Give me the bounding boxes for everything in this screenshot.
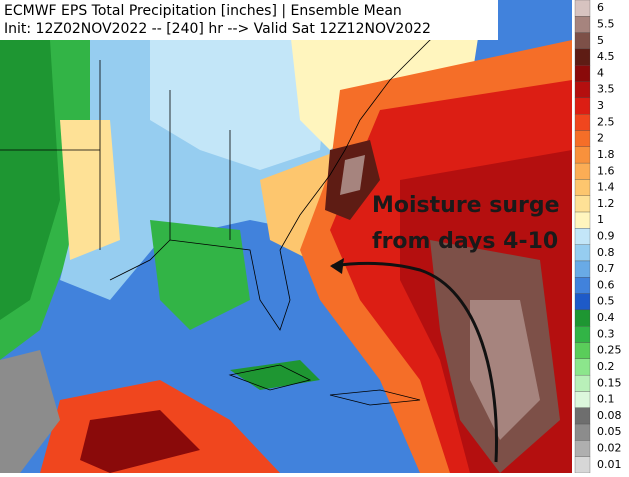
legend-label: 3.5 — [597, 83, 615, 96]
legend-swatch — [574, 326, 591, 343]
legend-label: 0.7 — [597, 262, 615, 275]
legend-swatch — [574, 277, 591, 294]
legend-swatch — [574, 342, 591, 359]
legend-swatch — [574, 391, 591, 408]
legend-label: 0.1 — [597, 393, 615, 406]
annotation-arrow — [331, 261, 498, 463]
legend-label: 2.5 — [597, 115, 615, 128]
legend-label: 1.4 — [597, 181, 615, 194]
legend-label: 0.8 — [597, 246, 615, 259]
legend-swatch — [574, 0, 591, 17]
legend-swatch — [574, 456, 591, 474]
legend-swatch — [574, 32, 591, 50]
legend-label: 4 — [597, 66, 604, 79]
legend-label: 5 — [597, 34, 604, 47]
legend-label: 1.6 — [597, 164, 615, 177]
legend-label: 0.01 — [597, 458, 622, 471]
legend-swatch — [574, 97, 591, 115]
annotation-text: Moisture surge — [372, 193, 560, 218]
legend-label: 6 — [597, 1, 604, 14]
annotation-text: from days 4-10 — [372, 229, 558, 254]
legend-label: 0.25 — [597, 344, 622, 357]
legend-label: 0.15 — [597, 376, 622, 389]
legend-swatch — [574, 65, 591, 82]
legend-label: 0.3 — [597, 327, 615, 340]
color-legend: 6 5.5 5 4.5 4 3.5 3 2.5 2 1.8 1.6 1.4 1.2 1 0.9 0.8 0.7 0… — [574, 0, 622, 474]
legend-label: 0.4 — [597, 311, 615, 324]
map-title: ECMWF EPS Total Precipitation [inches] |… — [4, 3, 402, 19]
legend-label: 1.2 — [597, 197, 615, 210]
legend-swatch — [574, 440, 591, 457]
legend-swatch — [574, 179, 591, 196]
legend-label: 5.5 — [597, 17, 615, 30]
legend-swatch — [574, 358, 591, 376]
legend-swatch — [574, 48, 591, 66]
legend-swatch — [574, 146, 591, 164]
legend-swatch — [574, 211, 591, 229]
legend-swatch — [574, 309, 591, 327]
legend-swatch — [574, 195, 591, 213]
legend-swatch — [574, 81, 591, 99]
coastlines — [0, 19, 481, 406]
legend-label: 1 — [597, 213, 604, 226]
legend-swatch — [574, 114, 591, 131]
legend-label: 0.05 — [597, 425, 622, 438]
legend-label: 0.08 — [597, 409, 622, 422]
legend-label: 0.02 — [597, 442, 622, 455]
legend-swatch — [574, 16, 591, 33]
legend-swatch — [574, 407, 591, 425]
legend-swatch — [574, 423, 591, 441]
legend-swatch — [574, 260, 591, 278]
legend-label: 0.5 — [597, 295, 615, 308]
legend-swatch — [574, 228, 591, 245]
map-subtitle: Init: 12Z02NOV2022 -- [240] hr --> Valid… — [4, 21, 431, 37]
arrow-head — [330, 258, 344, 274]
legend-label: 0.9 — [597, 230, 615, 243]
legend-swatch — [574, 162, 591, 180]
legend-swatch — [574, 244, 591, 262]
legend-label: 2 — [597, 132, 604, 145]
legend-swatch — [574, 293, 591, 311]
legend-label: 1.8 — [597, 148, 615, 161]
legend-swatch — [574, 374, 591, 392]
title-box — [0, 0, 498, 40]
legend-label: 0.2 — [597, 360, 615, 373]
legend-swatch — [574, 130, 591, 147]
legend-label: 3 — [597, 99, 604, 112]
legend-label: 0.6 — [597, 278, 615, 291]
legend-label: 4.5 — [597, 50, 615, 63]
